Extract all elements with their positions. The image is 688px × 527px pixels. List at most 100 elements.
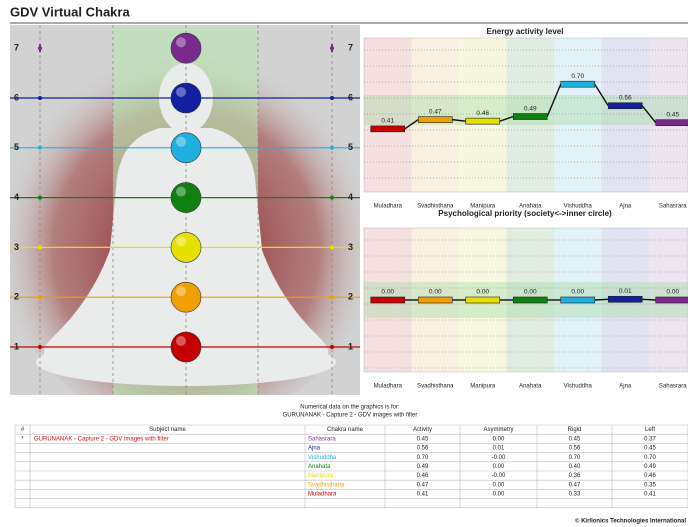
cell-value: 0.45 [417,436,429,442]
connector [595,299,609,300]
column-header: Left [645,427,655,433]
chakra-name: Svadhisthana [308,482,345,488]
category-label: Vishuddha [564,384,593,390]
level-label: 6 [14,92,19,102]
value-label: 0.00 [429,289,442,296]
caption: Numerical data on the graphics is for: [300,405,400,411]
level-label: 7 [14,43,19,53]
chakra-ball [171,183,201,213]
cell-value: 0.41 [417,492,429,498]
category-label: Muladhara [374,204,403,210]
value-label: 0.41 [381,118,394,125]
level-bar [513,297,547,303]
level-bar [371,126,405,132]
chart-title: Psychological priority (society<->inner … [438,209,612,218]
level-dot [38,196,42,200]
cell-value: 0.36 [569,473,581,479]
value-label: 0.00 [571,289,584,296]
value-label: 0.00 [476,289,489,296]
cell-value: 0.70 [569,455,581,461]
value-label: 0.46 [476,110,489,117]
chakra-ball [171,133,201,163]
chakra-name: Ajna [308,446,321,452]
caption: GURUNANAK - Capture 2 - GDV images with … [283,413,418,419]
data-table: #Subject nameChakra nameActivityAsymmetr… [15,425,688,508]
chakra-ball [171,83,201,113]
level-dot [330,146,334,150]
category-label: Ajna [619,384,632,390]
category-label: Muladhara [374,384,403,390]
ball-shine [176,286,186,296]
cell-value: 0.00 [493,436,505,442]
chakra-ball [171,33,201,63]
column-header: Chakra name [327,427,364,433]
cell-value: 0.40 [569,464,581,470]
level-dot [38,345,42,349]
level-dot [330,96,334,100]
level-bar [561,297,595,303]
row-marker: * [21,436,24,442]
level-label: 3 [348,242,353,252]
category-label: Sahasrara [659,384,687,390]
page-title: GDV Virtual Chakra [10,4,130,19]
level-bar [371,297,405,303]
chakra-name: Anahata [308,464,331,470]
column-header: Rigid [568,427,582,433]
cell-value: 0.45 [569,436,581,442]
value-label: 0.70 [571,73,584,80]
cell-value: 0.00 [493,482,505,488]
ball-shine [176,87,186,97]
charts-panel: Energy activity level0.41Muladhara0.47Sv… [364,27,688,389]
level-dot [330,196,334,200]
column-header: # [21,427,25,433]
ball-shine [176,187,186,197]
chakra-name: Sahasrara [308,436,336,442]
level-label: 4 [348,192,353,202]
column-header: Asymmetry [484,427,514,433]
level-label: 2 [14,292,19,302]
level-bar [656,120,688,126]
level-dot [330,345,334,349]
level-dot [330,295,334,299]
cell-value: 0.47 [417,482,429,488]
value-label: 0.00 [524,289,537,296]
value-label: 0.00 [666,289,679,296]
level-label: 6 [348,92,353,102]
category-label: Manipura [470,384,496,390]
chakra-figure [0,25,376,430]
ball-shine [176,336,186,346]
cell-value: 0.45 [644,446,656,452]
level-dot [330,46,334,50]
value-label: 0.47 [429,108,442,115]
level-dot [38,146,42,150]
cell-value: 0.47 [569,482,581,488]
level-dot [38,46,42,50]
level-dot [330,245,334,249]
cell-value: -0.00 [492,473,506,479]
cell-value: 0.46 [644,473,656,479]
level-label: 4 [14,192,19,202]
level-label: 5 [14,142,19,152]
chakra-ball [171,282,201,312]
cell-value: 0.41 [644,492,656,498]
level-dot [38,245,42,249]
chart-title: Energy activity level [487,27,564,36]
category-label: Anahata [519,384,542,390]
value-label: 0.56 [619,94,632,101]
cell-value: 0.35 [644,482,656,488]
value-label: 0.01 [619,288,632,295]
level-label: 1 [348,341,353,351]
level-label: 2 [348,292,353,302]
column-header: Activity [413,427,432,433]
chakra-name: Manipura [308,473,334,479]
level-dot [38,96,42,100]
chakra-ball [171,232,201,262]
level-bar [608,103,642,109]
chakra-ball [171,332,201,362]
cell-value: 0.70 [644,455,656,461]
ball-shine [176,236,186,246]
cell-value: 0.70 [417,455,429,461]
ball-shine [176,37,186,47]
cell-value: 0.00 [493,492,505,498]
cell-value: 0.49 [417,464,429,470]
